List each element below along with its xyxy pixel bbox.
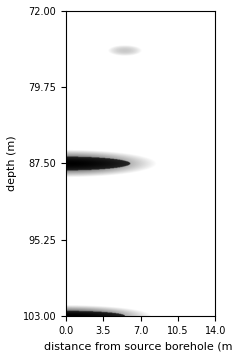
X-axis label: distance from source borehole (m): distance from source borehole (m)	[44, 341, 233, 351]
Y-axis label: depth (m): depth (m)	[7, 136, 17, 191]
